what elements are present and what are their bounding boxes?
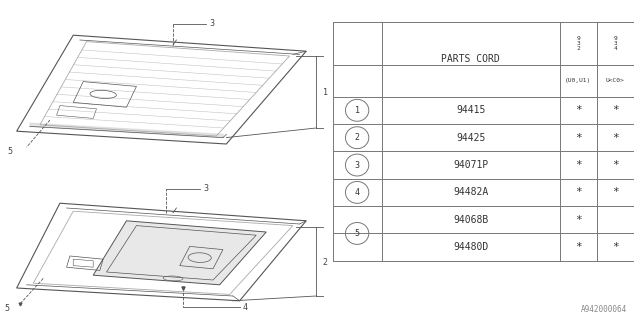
Text: *: * — [575, 160, 582, 170]
Text: 94425: 94425 — [456, 133, 486, 143]
Text: 3: 3 — [355, 161, 360, 170]
Text: *: * — [612, 105, 618, 115]
Text: *: * — [575, 188, 582, 197]
Text: 2: 2 — [355, 133, 360, 142]
Text: *: * — [612, 133, 618, 143]
Text: 4: 4 — [355, 188, 360, 197]
Text: 1: 1 — [323, 88, 328, 97]
Text: 5: 5 — [8, 148, 13, 156]
Text: 1: 1 — [355, 106, 360, 115]
Text: (U0,U1): (U0,U1) — [565, 78, 591, 83]
Polygon shape — [30, 123, 223, 138]
Text: 94480D: 94480D — [453, 242, 488, 252]
Text: 94068B: 94068B — [453, 215, 488, 225]
Text: *: * — [612, 242, 618, 252]
Text: 94482A: 94482A — [453, 188, 488, 197]
Text: 5: 5 — [4, 304, 9, 313]
Text: U<C0>: U<C0> — [606, 78, 625, 83]
Text: *: * — [575, 215, 582, 225]
Text: 94071P: 94071P — [453, 160, 488, 170]
Text: *: * — [575, 133, 582, 143]
Text: 3: 3 — [210, 20, 214, 28]
Text: 2: 2 — [323, 258, 328, 267]
Text: A942000064: A942000064 — [581, 305, 627, 314]
Text: 94415: 94415 — [456, 105, 486, 115]
Text: 5: 5 — [355, 229, 360, 238]
Text: 3: 3 — [203, 184, 208, 193]
Text: *: * — [575, 105, 582, 115]
Polygon shape — [93, 221, 266, 285]
Text: 4: 4 — [243, 303, 248, 312]
Text: *: * — [612, 188, 618, 197]
Text: 9
3
2: 9 3 2 — [577, 36, 580, 51]
Text: *: * — [575, 242, 582, 252]
Text: PARTS CORD: PARTS CORD — [442, 54, 500, 64]
Text: *: * — [612, 160, 618, 170]
Text: 9
3
4: 9 3 4 — [613, 36, 617, 51]
